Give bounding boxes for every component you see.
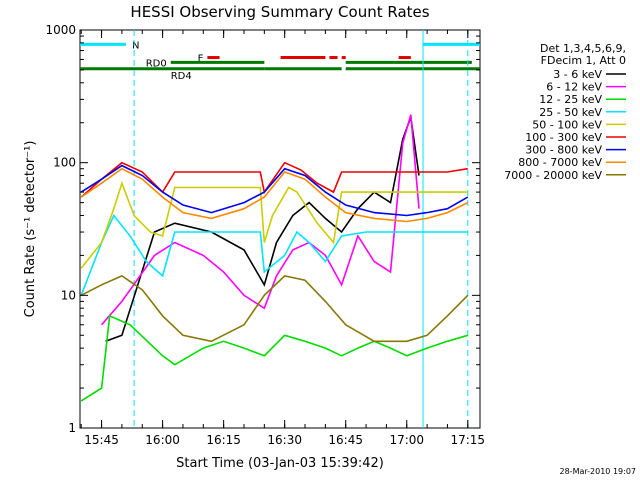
legend-label-100-300-kev: 100 - 300 keV	[525, 131, 602, 144]
x-tick-label: 16:45	[328, 433, 363, 447]
series-line-300-800-kev	[80, 164, 469, 217]
bar-label-rd0: RD0	[146, 58, 167, 69]
legend-label-12-25-kev: 12 - 25 keV	[539, 93, 602, 106]
y-axis-label: Count Rate (s⁻¹ detector⁻¹)	[23, 141, 38, 318]
bar-label-rd4: RD4	[171, 71, 192, 82]
series-layer	[80, 114, 469, 402]
x-tick-label: 16:30	[267, 433, 302, 447]
bars-layer: N F RD0 RD4	[80, 40, 480, 82]
legend-header-1: Det 1,3,4,5,6,9,	[540, 42, 626, 55]
legend-label-25-50-kev: 25 - 50 keV	[539, 106, 602, 119]
series-line-50-100-kev	[80, 180, 468, 269]
chart-title: HESSI Observing Summary Count Rates	[130, 3, 429, 21]
legend-label-300-800-kev: 300 - 800 keV	[525, 144, 602, 157]
x-tick-label: 17:00	[389, 433, 424, 447]
x-axis-label: Start Time (03-Jan-03 15:39:42)	[176, 456, 384, 471]
bar-label-n: N	[132, 40, 139, 51]
y-tick-label: 10	[61, 288, 76, 302]
series-line-7000-20000-kev	[80, 274, 469, 343]
series-line-100-300-kev	[80, 161, 468, 198]
x-tick-label: 16:15	[206, 433, 241, 447]
series-line-25-50-kev	[80, 213, 468, 296]
y-tick-label: 1000	[45, 23, 76, 37]
legend-label-6-12-kev: 6 - 12 keV	[546, 81, 602, 94]
plot-frame	[79, 29, 481, 429]
vlines-layer	[133, 30, 469, 428]
timestamp: 28-Mar-2010 19:07	[560, 467, 637, 476]
x-tick-label: 15:45	[84, 433, 119, 447]
legend: Det 1,3,4,5,6,9, FDecim 1, Att 0 3 - 6 k…	[504, 42, 626, 182]
bar-label-f: F	[198, 54, 204, 65]
ticks-layer: 15:45 16:00 16:15 16:30 16:45 17:00 17:15 1 10 10…	[45, 23, 485, 447]
x-tick-label: 16:00	[145, 433, 180, 447]
legend-label-800-7000-kev: 800 - 7000 keV	[518, 156, 602, 169]
series-line-6-12-kev	[100, 114, 420, 326]
x-tick-label: 17:15	[450, 433, 485, 447]
legend-label-7000-20000-kev: 7000 - 20000 keV	[504, 169, 602, 182]
legend-label-50-100-kev: 50 - 100 keV	[532, 118, 602, 131]
y-tick-label: 1	[68, 421, 76, 435]
series-line-800-7000-kev	[80, 167, 469, 223]
legend-label-3-6-kev: 3 - 6 keV	[553, 68, 602, 81]
series-line-12-25-kev	[80, 314, 469, 402]
legend-header-2: FDecim 1, Att 0	[541, 54, 626, 67]
y-tick-label: 100	[53, 156, 76, 170]
